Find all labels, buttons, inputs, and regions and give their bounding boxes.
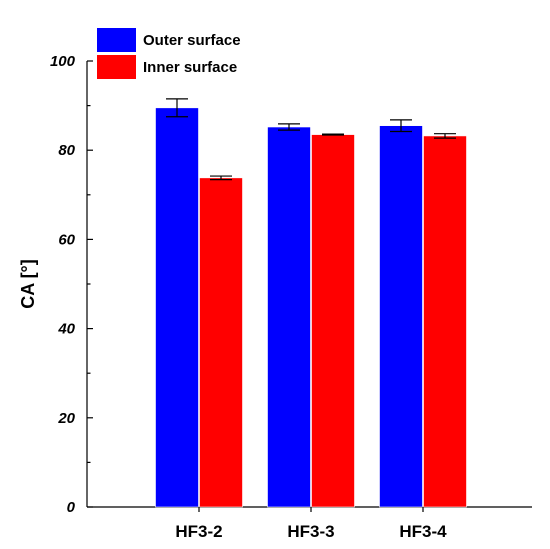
x-tick-label: HF3-4 [399,522,447,541]
legend-label: Inner surface [143,59,237,76]
error-bars [166,98,456,181]
bars [155,107,467,508]
y-tick-label: 60 [58,231,75,248]
bar-inner-hf3-4 [423,135,467,508]
error-bar [434,133,456,139]
legend-item-inner: Inner surface [97,55,237,79]
y-tick-label: 80 [58,142,75,159]
y-tick-label: 40 [57,321,75,338]
bar-inner-hf3-3 [311,134,355,508]
y-tick-label: 20 [57,410,75,427]
x-tick-label: HF3-2 [175,522,222,541]
bar-outer-hf3-3 [267,126,311,508]
legend: Outer surface Inner surface [97,28,241,79]
error-bar [390,119,412,133]
bar-outer-hf3-4 [379,125,423,508]
x-ticks: HF3-2 HF3-3 HF3-4 [175,507,447,541]
legend-item-outer: Outer surface [97,28,241,52]
legend-swatch [97,55,136,79]
bar-inner-hf3-2 [199,177,243,508]
legend-swatch [97,28,136,52]
legend-label: Outer surface [143,32,241,49]
x-tick-label: HF3-3 [287,522,334,541]
y-tick-label: 100 [50,53,76,70]
error-bar [322,133,344,136]
y-axis-title: CA [°] [18,259,38,309]
y-tick-label: 0 [67,499,76,516]
error-bar [210,175,232,181]
y-ticks: 0 20 40 60 80 100 [50,53,93,516]
bar-outer-hf3-2 [155,107,199,508]
error-bar [278,123,300,131]
error-bar [166,98,188,118]
